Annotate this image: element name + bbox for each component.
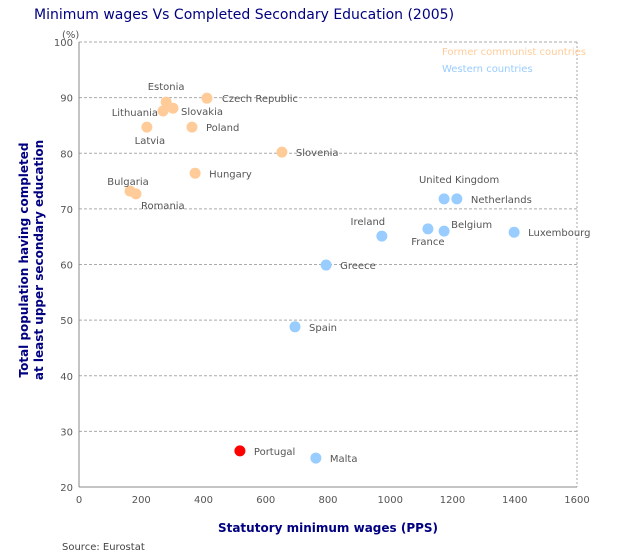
point-greece [320, 259, 332, 271]
label-belgium: Belgium [451, 220, 492, 231]
x-tick-label: 1000 [378, 495, 403, 506]
source-note: Source: Eurostat [62, 542, 145, 553]
point-luxembourg [508, 226, 520, 238]
label-estonia: Estonia [148, 82, 185, 93]
label-slovakia: Slovakia [181, 107, 223, 118]
y-tick-label: 90 [60, 94, 73, 105]
label-czech-republic: Czech Republic [222, 94, 298, 105]
point-united-kingdom [438, 193, 450, 205]
y-tick-label: 70 [60, 205, 73, 216]
label-spain: Spain [309, 323, 337, 334]
label-france: France [411, 237, 444, 248]
label-united-kingdom: United Kingdom [419, 175, 499, 186]
label-slovenia: Slovenia [296, 148, 339, 159]
label-malta: Malta [330, 454, 358, 465]
point-spain [289, 321, 301, 333]
x-tick-label: 1400 [502, 495, 527, 506]
point-malta [310, 452, 322, 464]
x-tick-label: 600 [256, 495, 275, 506]
y-tick-label: 80 [60, 149, 73, 160]
x-tick-label: 1200 [440, 495, 465, 506]
point-latvia [141, 121, 153, 133]
chart-title: Minimum wages Vs Completed Secondary Edu… [34, 7, 454, 23]
point-netherlands [451, 193, 463, 205]
y-axis-label-line1: Total population having completed [17, 142, 31, 377]
x-tick-label: 400 [194, 495, 213, 506]
x-tick-label: 1600 [564, 495, 589, 506]
x-tick-label: 800 [318, 495, 337, 506]
point-slovenia [276, 146, 288, 158]
legend-former-communist: Former communist countries [442, 47, 586, 58]
x-axis-label: Statutory minimum wages (PPS) [218, 521, 438, 535]
point-hungary [189, 167, 201, 179]
x-tick-label: 200 [132, 495, 151, 506]
label-portugal: Portugal [254, 447, 295, 458]
label-poland: Poland [206, 123, 239, 134]
y-tick-label: 50 [60, 316, 73, 327]
point-slovakia [167, 102, 179, 114]
y-axis-label-line2: at least upper secondary education [32, 140, 46, 380]
point-romania [130, 188, 142, 200]
point-belgium [438, 225, 450, 237]
point-poland [186, 121, 198, 133]
y-tick-label: 100 [54, 38, 73, 49]
x-tick-label: 0 [76, 495, 82, 506]
y-tick-label: 30 [60, 427, 73, 438]
legend-western: Western countries [442, 64, 533, 75]
label-latvia: Latvia [135, 136, 165, 147]
point-lithuania [157, 105, 169, 117]
label-hungary: Hungary [209, 169, 252, 180]
label-luxembourg: Luxembourg [528, 228, 590, 239]
point-czech-republic [201, 92, 213, 104]
label-netherlands: Netherlands [471, 195, 532, 206]
label-romania: Romania [141, 201, 185, 212]
point-ireland [376, 230, 388, 242]
label-greece: Greece [340, 261, 376, 272]
point-portugal [234, 445, 246, 457]
y-tick-label: 20 [60, 483, 73, 494]
y-unit: (%) [62, 30, 79, 41]
point-france [422, 223, 434, 235]
label-lithuania: Lithuania [112, 108, 158, 119]
label-ireland: Ireland [351, 217, 386, 228]
label-bulgaria: Bulgaria [107, 177, 148, 188]
y-tick-label: 40 [60, 372, 73, 383]
y-tick-label: 60 [60, 261, 73, 272]
